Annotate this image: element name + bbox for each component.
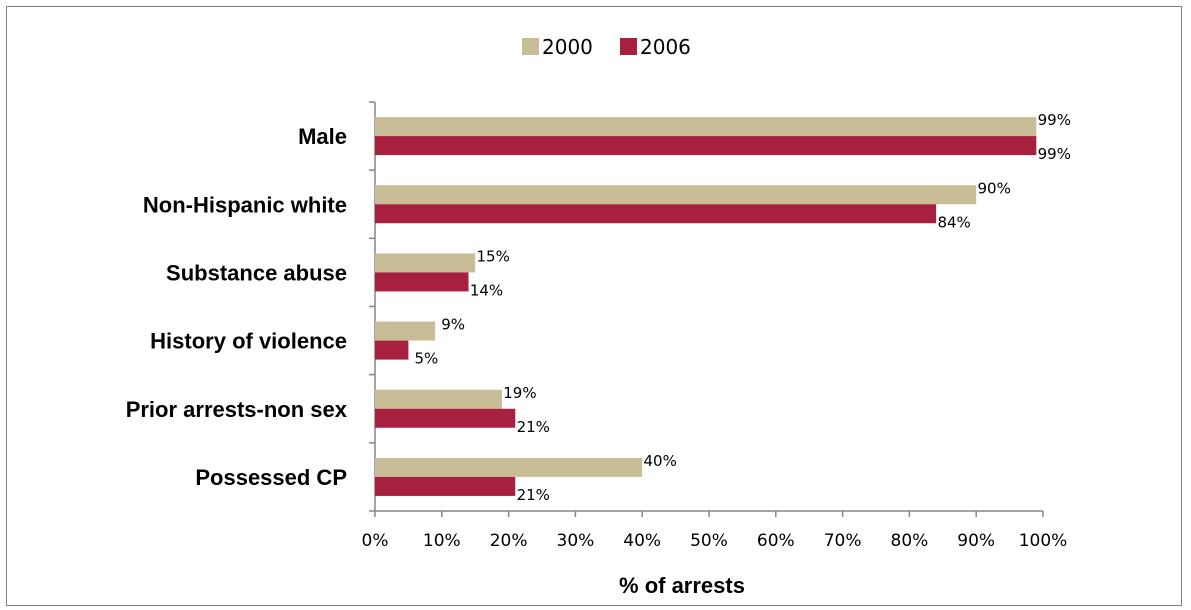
x-tick-label: 70% xyxy=(824,531,862,551)
legend-label: 2000 xyxy=(542,35,593,59)
x-tick-label: 80% xyxy=(891,531,929,551)
bar-2006 xyxy=(375,204,937,224)
data-label: 21% xyxy=(517,418,550,436)
x-tick-label: 0% xyxy=(362,531,389,551)
category-label: History of violence xyxy=(150,329,347,354)
data-label: 90% xyxy=(978,179,1011,197)
bar-2000 xyxy=(375,253,476,273)
chart-frame xyxy=(6,6,1182,606)
axes: 0% 10% 20% 30% 40% 50% 60% 70% 80% 90% 100% Male Non… xyxy=(126,101,1068,551)
bar-2000 xyxy=(375,389,502,409)
data-label: 15% xyxy=(477,247,510,265)
category-label: Substance abuse xyxy=(166,260,347,285)
data-label: 99% xyxy=(1038,145,1071,163)
bar-2006 xyxy=(375,340,409,360)
category-label: Possessed CP xyxy=(195,465,347,490)
x-tick-label: 90% xyxy=(957,531,995,551)
bars xyxy=(375,117,1037,496)
data-label: 19% xyxy=(503,384,536,402)
data-labels: 99% 99% 90% 84% 15% 14% 9%5% 19% 21% 40% 21% xyxy=(415,111,1071,504)
x-tick-label: 30% xyxy=(557,531,595,551)
data-label: 9% xyxy=(441,316,465,334)
x-tick-label: 20% xyxy=(490,531,528,551)
bar-2000 xyxy=(375,117,1037,137)
legend-swatch xyxy=(620,38,637,55)
x-tick-label: 50% xyxy=(690,531,728,551)
data-label: 5% xyxy=(415,350,439,368)
bar-2006 xyxy=(375,272,469,292)
bar-2000 xyxy=(375,457,643,477)
bar-2006 xyxy=(375,136,1037,156)
category-label: Prior arrests-non sex xyxy=(126,397,348,422)
bar-2006 xyxy=(375,476,516,496)
data-label: 21% xyxy=(517,486,550,504)
category-label: Male xyxy=(298,124,347,149)
legend-swatch xyxy=(522,38,539,55)
x-tick-label: 40% xyxy=(623,531,661,551)
legend: 2000 2006 xyxy=(522,35,691,59)
data-label: 14% xyxy=(470,281,503,299)
bar-2000 xyxy=(375,185,977,205)
data-label: 99% xyxy=(1038,111,1071,129)
bar-2006 xyxy=(375,408,516,428)
data-label: 40% xyxy=(644,452,677,470)
x-tick-label: 100% xyxy=(1019,531,1068,551)
data-label: 84% xyxy=(937,213,970,231)
x-tick-label: 60% xyxy=(757,531,795,551)
bar-2000 xyxy=(375,321,436,341)
legend-label: 2006 xyxy=(640,35,691,59)
x-tick-label: 10% xyxy=(423,531,461,551)
x-axis-title: % of arrests xyxy=(619,573,745,598)
category-label: Non-Hispanic white xyxy=(143,192,347,217)
